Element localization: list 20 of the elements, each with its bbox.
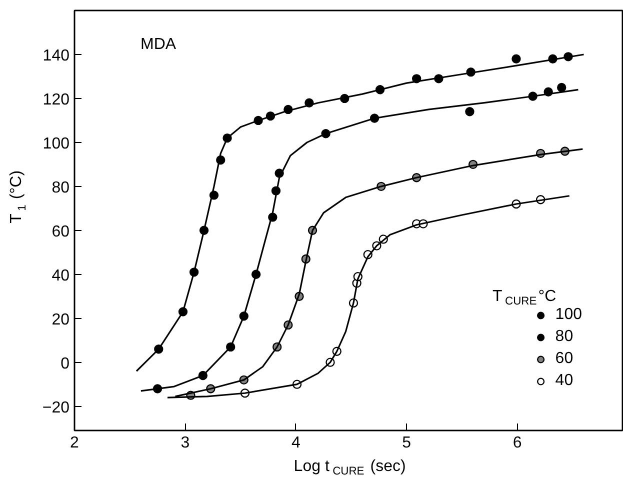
legend-label: 100 (555, 306, 582, 324)
y-tick-label: 60 (52, 223, 70, 240)
y-tick-label: 40 (52, 267, 70, 284)
y-tick-label: 20 (52, 311, 70, 328)
annotation: MDA (140, 36, 176, 53)
x-tick-label: 6 (512, 434, 522, 452)
legend-label: 40 (555, 372, 574, 390)
y-tick-label: −20 (42, 399, 70, 416)
y-tick-label: 120 (42, 91, 70, 108)
x-tick-label: 5 (402, 434, 412, 452)
x-tick-label: 3 (180, 434, 190, 452)
legend-label: 60 (555, 350, 574, 368)
y-tick-label: 100 (42, 135, 70, 152)
legend-label: 80 (555, 328, 574, 346)
y-tick-label: 0 (60, 355, 70, 372)
y-tick-label: 140 (42, 47, 70, 64)
y-tick-label: 80 (52, 179, 70, 196)
x-tick-label: 2 (70, 434, 80, 452)
y-axis-title: T1 (°C) (8, 170, 28, 224)
x-tick-label: 4 (291, 434, 300, 452)
